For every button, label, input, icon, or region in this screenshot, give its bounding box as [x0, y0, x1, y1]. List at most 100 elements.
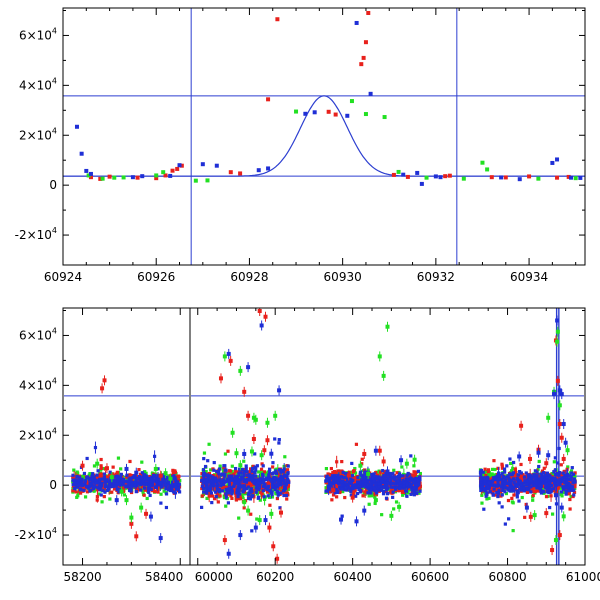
- cluster-point-blue: [208, 474, 212, 478]
- top-plot-area: [63, 8, 585, 265]
- cluster-point-blue: [242, 484, 247, 488]
- cluster-point-blue: [346, 476, 350, 480]
- cluster-point-green: [122, 493, 127, 497]
- cluster-point-blue: [506, 486, 510, 491]
- cluster-point-blue: [531, 475, 535, 479]
- cluster-point-blue: [73, 486, 77, 491]
- cluster-point-blue: [117, 477, 121, 481]
- cluster-point-blue: [350, 461, 354, 466]
- cluster-point-blue: [147, 490, 151, 494]
- cluster-point-red: [242, 506, 246, 510]
- cluster-point-blue: [104, 483, 108, 487]
- cluster-point-blue: [418, 489, 422, 493]
- data-point-blue: [303, 111, 308, 116]
- cluster-point-blue: [511, 471, 516, 475]
- cluster-point-blue: [491, 493, 495, 497]
- cluster-point-blue: [244, 480, 248, 484]
- cluster-point-blue: [388, 482, 392, 486]
- cluster-point-blue: [542, 476, 546, 480]
- cluster-point-blue: [248, 489, 252, 493]
- cluster-point-blue: [336, 473, 340, 478]
- cluster-point-blue: [508, 457, 512, 461]
- cluster-point-blue: [117, 482, 121, 487]
- cluster-point-blue: [553, 468, 558, 472]
- cluster-point-blue: [569, 475, 573, 479]
- x-tick-label: 60932: [417, 270, 455, 284]
- cluster-point-blue: [384, 496, 389, 500]
- cluster-point-green: [79, 475, 84, 479]
- cluster-point-blue: [498, 474, 502, 478]
- cluster-point-blue: [108, 477, 112, 481]
- y-tick-label: 4×104: [19, 76, 57, 92]
- cluster-point-blue: [539, 476, 543, 480]
- data-point-blue: [140, 174, 145, 179]
- cluster-point-blue: [201, 481, 205, 485]
- cluster-point-red: [492, 459, 496, 463]
- cluster-point-blue: [260, 480, 265, 485]
- cluster-point-blue: [352, 483, 356, 487]
- cluster-point-blue: [274, 469, 278, 473]
- cluster-point-blue: [340, 480, 345, 484]
- cluster-point-blue: [247, 477, 251, 481]
- cluster-point-blue: [244, 466, 248, 471]
- cluster-point-blue: [253, 452, 257, 456]
- cluster-point-red: [271, 465, 275, 469]
- cluster-point-red: [387, 485, 391, 489]
- cluster-point-red: [220, 487, 224, 491]
- cluster-point-blue: [225, 477, 230, 481]
- cluster-point-red: [384, 490, 388, 494]
- cluster-point-blue: [163, 483, 168, 487]
- cluster-point-blue: [406, 471, 410, 476]
- data-point-red: [154, 176, 159, 181]
- cluster-point-blue: [359, 488, 363, 493]
- cluster-point-blue: [242, 471, 246, 475]
- cluster-point-blue: [269, 478, 273, 482]
- cluster-point-green: [245, 492, 249, 496]
- cluster-point-blue: [159, 477, 164, 481]
- cluster-point-red: [573, 485, 577, 489]
- cluster-point-red: [248, 467, 253, 471]
- cluster-point-blue: [230, 492, 234, 496]
- cluster-point-blue: [518, 480, 522, 484]
- cluster-point-red: [234, 493, 238, 497]
- cluster-point-blue: [391, 485, 396, 489]
- cluster-point-blue: [382, 485, 386, 489]
- cluster-point-blue: [386, 491, 390, 495]
- cluster-point-blue: [237, 479, 241, 483]
- cluster-point-blue: [412, 493, 416, 497]
- cluster-point-red: [242, 467, 246, 472]
- cluster-point-green: [531, 498, 535, 502]
- cluster-point-blue: [515, 476, 519, 481]
- cluster-point-blue: [347, 480, 351, 485]
- cluster-point-blue: [516, 480, 520, 484]
- cluster-point-blue: [212, 460, 216, 465]
- cluster-point-blue: [107, 487, 111, 491]
- cluster-point-blue: [380, 488, 384, 492]
- cluster-point-blue: [82, 488, 86, 492]
- cluster-point-green: [417, 491, 421, 495]
- cluster-point-blue: [335, 480, 339, 484]
- cluster-point-blue: [99, 493, 103, 497]
- cluster-point-blue: [127, 482, 131, 486]
- cluster-point-blue: [405, 484, 410, 488]
- data-point-red: [363, 40, 368, 45]
- data-point-red: [405, 174, 410, 179]
- cluster-point-blue: [542, 471, 546, 475]
- cluster-point-red: [97, 473, 101, 478]
- cluster-point-blue: [246, 473, 250, 477]
- data-point-green: [480, 160, 485, 165]
- cluster-point-blue: [535, 470, 539, 474]
- cluster-point-blue: [284, 483, 288, 487]
- data-point-red: [361, 55, 366, 60]
- cluster-point-blue: [108, 485, 113, 489]
- cluster-point-blue: [257, 478, 262, 482]
- cluster-point-blue: [515, 484, 520, 488]
- cluster-point-blue: [547, 481, 551, 485]
- cluster-point-blue: [350, 484, 355, 488]
- cluster-point-blue: [393, 477, 397, 481]
- cluster-point-blue: [519, 471, 523, 475]
- cluster-point-blue: [142, 486, 147, 490]
- cluster-point-blue: [165, 476, 169, 480]
- cluster-point-blue: [115, 477, 119, 481]
- cluster-point-blue: [209, 479, 213, 483]
